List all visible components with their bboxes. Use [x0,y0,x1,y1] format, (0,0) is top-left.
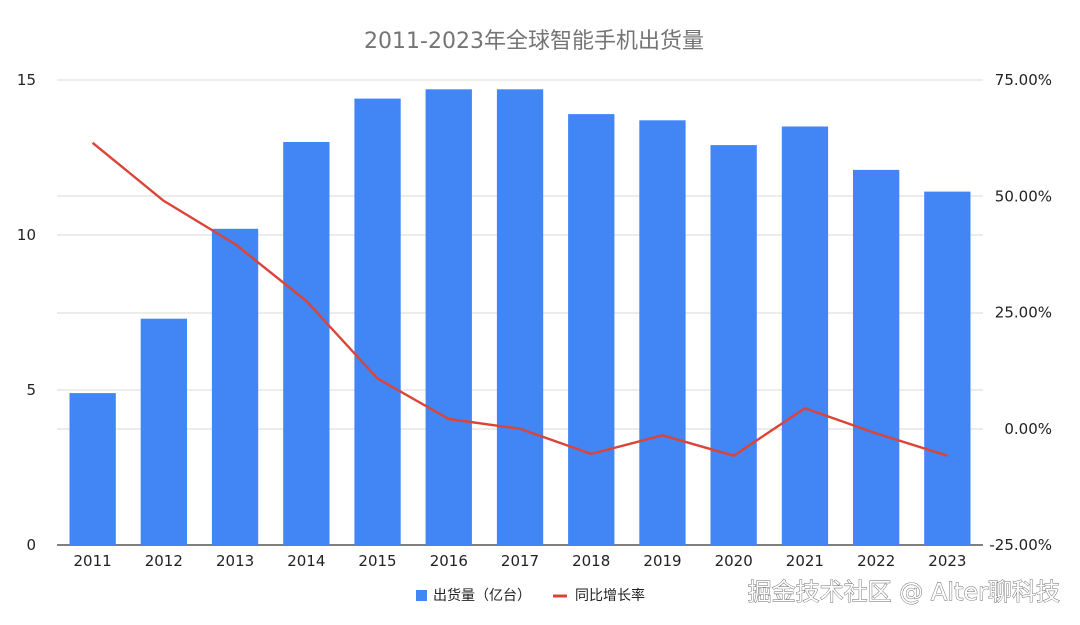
y-axis-right-labels: -25.00% 0.00% 25.00% 50.00% 75.00% [989,71,1052,554]
bar [283,142,330,545]
bar [496,89,544,546]
x-tick-label: 2017 [501,552,539,570]
y-left-tick-label: 15 [17,71,36,89]
x-tick-label: 2021 [786,552,824,570]
watermark: 掘金技术社区 @ Alter聊科技 [748,578,1060,606]
bar [211,228,259,546]
x-tick-label: 2016 [430,552,468,570]
y-left-tick-label: 5 [26,381,36,399]
x-tick-label: 2023 [928,552,966,570]
y-right-tick-label: 75.00% [995,71,1052,89]
x-tick-label: 2013 [216,552,254,570]
legend-line-label: 同比增长率 [575,587,645,604]
y-left-tick-label: 10 [17,226,36,244]
legend: 出货量（亿台） 同比增长率 [416,587,645,604]
bar [639,120,686,546]
bar [140,318,187,545]
x-tick-label: 2019 [643,552,681,570]
x-tick-label: 2018 [572,552,610,570]
bar [924,191,971,545]
bar [781,126,829,545]
legend-bar-label: 出货量（亿台） [433,587,531,604]
bar [354,98,401,545]
chart-title: 2011-2023年全球智能手机出货量 [364,29,704,54]
x-tick-label: 2020 [715,552,753,570]
x-tick-label: 2012 [145,552,183,570]
bar [425,89,472,546]
bar [69,393,116,545]
y-right-tick-label: 0.00% [1004,420,1052,438]
x-tick-label: 2015 [358,552,396,570]
bar-series [69,89,971,546]
bar [568,114,615,545]
y-left-tick-label: 0 [26,536,36,554]
y-axis-left-labels: 0 5 10 15 [17,71,36,554]
y-right-tick-label: 25.00% [995,304,1052,322]
x-tick-label: 2011 [74,552,112,570]
y-right-tick-label: -25.00% [989,536,1052,554]
growth-line-series [91,141,948,457]
x-axis-labels: 2011 2012 2013 2014 2015 2016 2017 2018 2019 2020… [74,552,967,570]
x-tick-label: 2022 [857,552,895,570]
bar [853,169,900,545]
y-right-tick-label: 50.00% [995,187,1052,205]
x-tick-label: 2014 [287,552,325,570]
bar [710,145,757,545]
legend-bar-swatch [416,590,427,601]
